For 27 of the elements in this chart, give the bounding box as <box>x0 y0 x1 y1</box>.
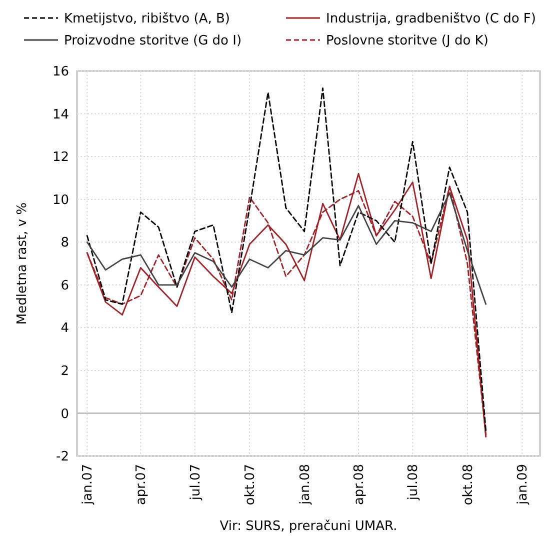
line-series <box>86 87 487 432</box>
x-tick-label: jan.08 <box>298 464 313 506</box>
x-tick-label: okt.08 <box>460 464 476 506</box>
legend-label: Kmetijstvo, ribištvo (A, B) <box>64 12 230 27</box>
y-tick-label: 12 <box>52 150 69 166</box>
legend-label: Proizvodne storitve (G do I) <box>64 34 242 49</box>
y-tick-label: 6 <box>60 278 69 294</box>
x-tick-label: jul.07 <box>188 464 204 502</box>
x-tick-label: jul.08 <box>406 464 422 502</box>
legend-label: Poslovne storitve (J do K) <box>326 34 488 49</box>
x-tick-label: jan.09 <box>516 464 531 506</box>
x-tick-label: apr.07 <box>134 464 150 506</box>
y-tick-label: 8 <box>60 236 69 251</box>
y-tick-label: 10 <box>52 192 69 208</box>
y-tick-label: 0 <box>60 406 69 422</box>
x-tick-label: jan.07 <box>80 464 96 506</box>
y-tick-label: -2 <box>56 450 69 465</box>
x-tick-label: okt.07 <box>243 464 258 506</box>
x-tick-label: apr.08 <box>352 464 368 506</box>
legend-label: Industrija, gradbeništvo (C do F) <box>326 12 536 27</box>
line-series <box>86 192 487 305</box>
y-axis-title: Medletna rast, v % <box>15 202 30 325</box>
y-tick-label: 16 <box>52 64 69 80</box>
y-tick-label: 4 <box>60 321 69 336</box>
y-tick-label: 14 <box>52 107 69 122</box>
text: Vir: SURS, preračuni UMAR. <box>220 519 398 534</box>
y-tick-label: 2 <box>60 364 69 379</box>
